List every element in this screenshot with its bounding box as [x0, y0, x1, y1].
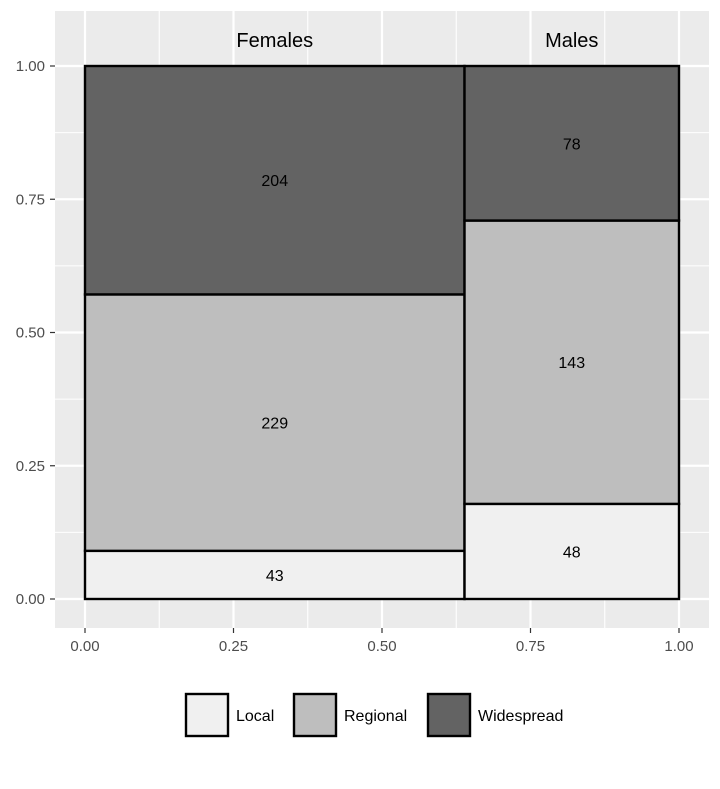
- x-tick-label: 0.75: [516, 638, 545, 655]
- cell-males-widespread: [463, 64, 681, 222]
- cell-label-males-widespread: 78: [563, 136, 581, 153]
- cell-label-females-local: 43: [266, 568, 284, 585]
- x-tick-label: 1.00: [664, 638, 693, 655]
- legend-label-widespread: Widespread: [478, 708, 563, 725]
- y-tick-label: 0.75: [16, 191, 45, 208]
- y-tick-label: 0.50: [16, 325, 45, 342]
- group-label-females: Females: [236, 30, 313, 52]
- x-axis: 0.00 0.25 0.50 0.75 1.00: [70, 628, 694, 655]
- legend-key-widespread: [426, 692, 472, 738]
- group-labels: Females Males: [236, 30, 598, 52]
- cell-label-males-regional: 143: [558, 355, 585, 372]
- legend-key-local: [184, 692, 230, 738]
- cell-label-females-widespread: 204: [261, 173, 288, 190]
- legend-key-regional: [292, 692, 338, 738]
- legend: Local Regional Widespread: [184, 692, 563, 738]
- cell-label-females-regional: 229: [261, 416, 288, 433]
- cell-label-males-local: 48: [563, 544, 581, 561]
- legend-label-local: Local: [236, 708, 274, 725]
- x-tick-label: 0.50: [367, 638, 396, 655]
- group-label-males: Males: [545, 30, 598, 52]
- y-tick-label: 0.00: [16, 591, 45, 608]
- x-tick-label: 0.00: [70, 638, 99, 655]
- x-tick-label: 0.25: [219, 638, 248, 655]
- mosaic-cells: 43 229 204 48 143 78: [83, 64, 681, 601]
- cell-males-regional: [463, 219, 681, 506]
- y-axis: 0.00 0.25 0.50 0.75 1.00: [16, 58, 55, 608]
- y-tick-label: 0.25: [16, 458, 45, 475]
- y-tick-label: 1.00: [16, 58, 45, 75]
- cell-females-widespread: [83, 64, 466, 296]
- legend-label-regional: Regional: [344, 708, 407, 725]
